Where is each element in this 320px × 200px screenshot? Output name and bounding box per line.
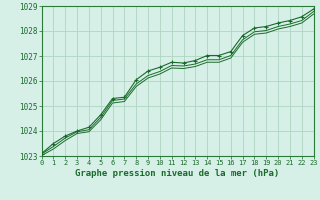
X-axis label: Graphe pression niveau de la mer (hPa): Graphe pression niveau de la mer (hPa) bbox=[76, 169, 280, 178]
